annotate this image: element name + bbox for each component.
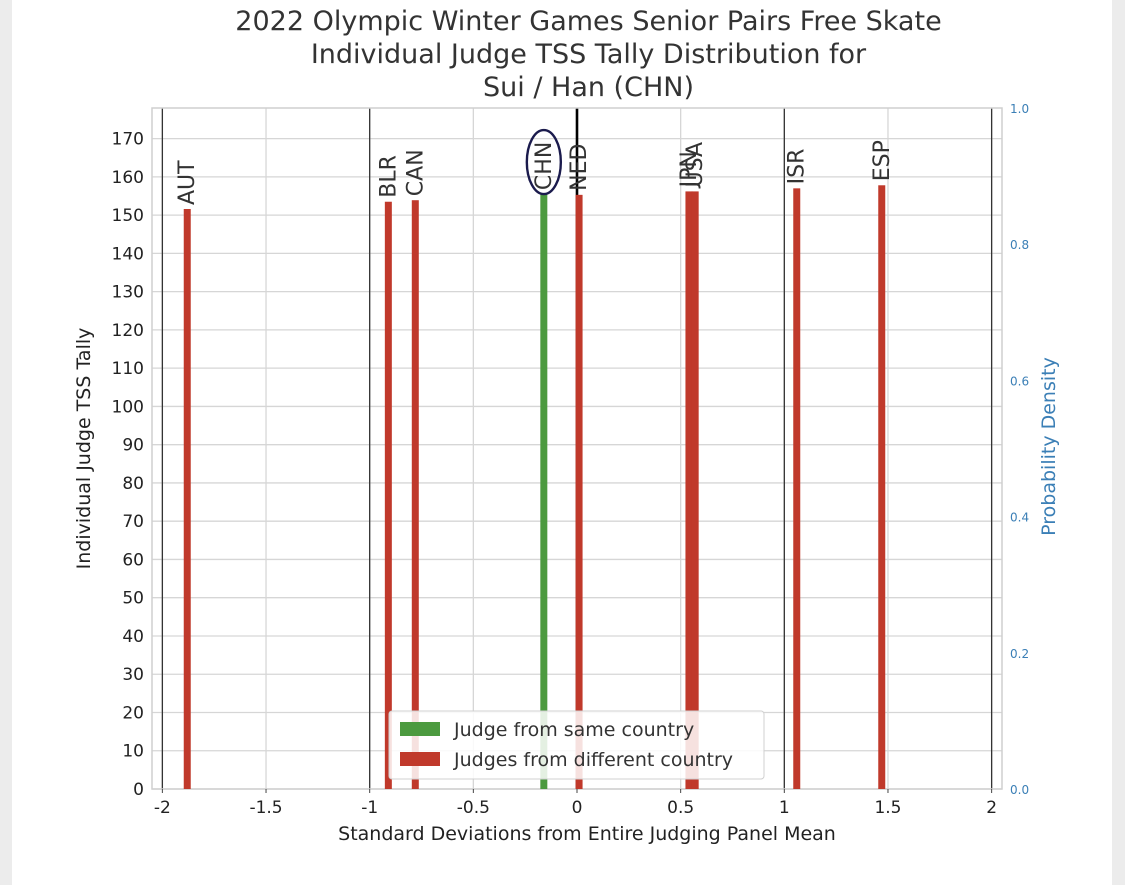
y-axis-label: Individual Judge TSS Tally <box>73 328 95 570</box>
legend-swatch <box>400 722 440 736</box>
y2-tick-label: 0.6 <box>1010 374 1029 388</box>
y-tick-label: 0 <box>133 780 144 800</box>
y-tick-label: 140 <box>112 244 144 264</box>
y-tick-label: 60 <box>122 550 144 570</box>
bar-chn <box>540 194 548 789</box>
bar-label-can: CAN <box>403 149 428 196</box>
chart-title-line-3: Sui / Han (CHN) <box>483 72 694 103</box>
bar-isr <box>793 188 801 789</box>
y-tick-label: 50 <box>122 589 144 609</box>
x-tick-label: 0 <box>572 798 583 818</box>
legend-swatch <box>400 752 440 766</box>
legend-entry: Judge from same country <box>453 719 694 741</box>
y2-axis-label: Probability Density <box>1038 357 1060 536</box>
x-tick-label: 1 <box>779 798 790 818</box>
bar-label-isr: ISR <box>785 149 810 185</box>
y-tick-label: 30 <box>122 665 144 685</box>
y2-tick-label: 0.8 <box>1010 238 1029 252</box>
bar-ned <box>575 194 583 790</box>
y-tick-label: 10 <box>122 742 144 762</box>
bar-aut <box>183 209 191 789</box>
y2-tick-label: 0.2 <box>1010 647 1029 661</box>
highlight-circle <box>525 128 563 196</box>
bar-usa <box>691 191 699 789</box>
x-tick-label: 0.5 <box>667 798 694 818</box>
y-tick-label: 70 <box>122 512 144 532</box>
y-tick-label: 40 <box>122 627 144 647</box>
bar-label-chn: CHN <box>532 142 557 190</box>
bar-label-aut: AUT <box>175 160 200 205</box>
x-tick-label: -1 <box>361 798 378 818</box>
y-tick-label: 170 <box>112 130 144 150</box>
y-tick-label: 110 <box>112 359 144 379</box>
y-tick-label: 20 <box>122 703 144 723</box>
chart-title-line-1: 2022 Olympic Winter Games Senior Pairs F… <box>235 6 942 37</box>
x-tick-label: -0.5 <box>457 798 490 818</box>
x-tick-label: -2 <box>154 798 171 818</box>
y2-tick-label: 0.0 <box>1010 783 1029 797</box>
chart-title-line-2: Individual Judge TSS Tally Distribution … <box>310 39 867 70</box>
bar-label-blr: BLR <box>376 155 401 198</box>
y-tick-label: 100 <box>112 397 144 417</box>
x-tick-label: 1.5 <box>874 798 901 818</box>
y-tick-label: 120 <box>112 321 144 341</box>
x-tick-label: -1.5 <box>249 798 282 818</box>
y2-tick-label: 0.4 <box>1010 511 1029 525</box>
x-tick-label: 2 <box>986 798 997 818</box>
bar-label-esp: ESP <box>870 140 895 181</box>
bar-can <box>411 200 419 789</box>
y-tick-label: 160 <box>112 168 144 188</box>
bar-esp <box>878 185 886 789</box>
legend-box <box>388 710 765 780</box>
bar-label-usa: USA <box>683 142 708 188</box>
bar-jpn <box>685 191 693 789</box>
legend-entry: Judges from different country <box>453 749 733 771</box>
y2-tick-label: 1.0 <box>1010 102 1029 116</box>
x-axis-label: Standard Deviations from Entire Judging … <box>338 823 836 845</box>
y-tick-label: 130 <box>112 283 144 303</box>
bar-label-ned: NED <box>567 144 592 191</box>
y-tick-label: 80 <box>122 474 144 494</box>
y-tick-label: 90 <box>122 436 144 456</box>
chart-figure: 2022 Olympic Winter Games Senior Pairs F… <box>12 0 1112 885</box>
bar-label-jpn: JPN <box>677 151 702 189</box>
bar-blr <box>384 201 392 789</box>
y-tick-label: 150 <box>112 206 144 226</box>
